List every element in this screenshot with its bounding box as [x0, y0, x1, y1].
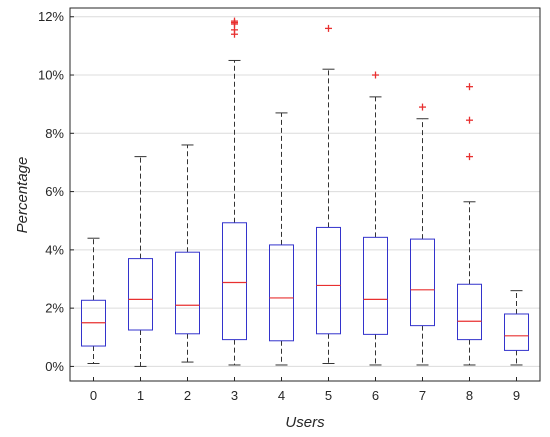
iqr-box — [175, 251, 200, 335]
outlier-marker — [466, 83, 473, 91]
box-group-7 — [410, 103, 435, 366]
y-axis-ticks: 0% 2% 4% 6% 8% 10% 12% — [38, 9, 74, 374]
iqr-box — [269, 244, 294, 342]
box-group-0 — [81, 237, 106, 365]
x-tick-label: 8 — [466, 388, 473, 403]
iqr-box — [457, 283, 482, 341]
y-tick-label: 2% — [45, 301, 64, 316]
x-axis-ticks: 0 1 2 3 4 5 6 7 8 9 — [90, 377, 520, 403]
iqr-box — [222, 222, 247, 341]
y-tick-label: 0% — [45, 359, 64, 374]
outlier-marker — [325, 24, 332, 32]
x-tick-label: 7 — [419, 388, 426, 403]
box-group-4 — [269, 112, 294, 366]
gridlines — [70, 16, 540, 367]
plot-frame — [69, 7, 541, 382]
x-tick-label: 3 — [231, 388, 238, 403]
x-axis-title: Users — [285, 414, 325, 431]
box-group-2 — [175, 144, 200, 363]
outlier-marker — [419, 103, 426, 111]
y-tick-label: 6% — [45, 184, 64, 199]
iqr-box — [316, 226, 341, 335]
x-tick-label: 1 — [137, 388, 144, 403]
box-group-3 — [222, 17, 247, 366]
outlier-marker — [372, 71, 379, 79]
x-tick-label: 6 — [372, 388, 379, 403]
box-group-8 — [457, 83, 482, 366]
iqr-box — [363, 236, 388, 335]
x-tick-label: 0 — [90, 388, 97, 403]
y-tick-label: 4% — [45, 242, 64, 257]
x-tick-label: 9 — [513, 388, 520, 403]
outlier-marker — [466, 153, 473, 161]
x-tick-label: 4 — [278, 388, 285, 403]
box-group-9 — [504, 290, 529, 366]
x-tick-label: 2 — [184, 388, 191, 403]
boxes — [81, 17, 529, 367]
plot-background — [70, 8, 540, 381]
y-tick-label: 10% — [38, 68, 64, 83]
outlier-marker — [466, 116, 473, 124]
outlier-marker — [231, 17, 238, 25]
y-tick-label: 8% — [45, 126, 64, 141]
x-tick-label: 5 — [325, 388, 332, 403]
iqr-box — [504, 313, 529, 351]
y-axis-title: Percentage — [14, 157, 31, 234]
iqr-box — [128, 258, 153, 331]
box-group-5 — [316, 24, 341, 365]
y-tick-label: 12% — [38, 9, 64, 24]
box-group-6 — [363, 71, 388, 366]
iqr-box — [410, 238, 435, 327]
box-group-1 — [128, 156, 153, 367]
